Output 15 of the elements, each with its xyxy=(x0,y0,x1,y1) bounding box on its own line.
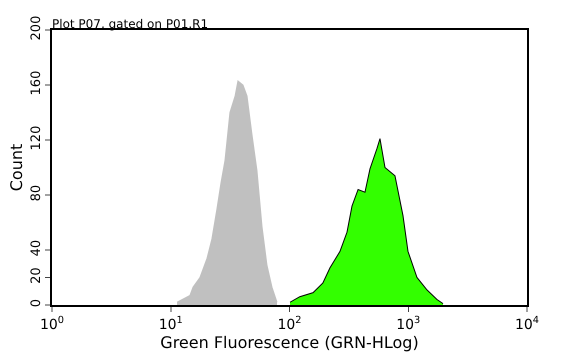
x-tick-label: 10$^{0}$ xyxy=(40,314,64,333)
x-tick-label: 10$^{1}$ xyxy=(158,314,183,333)
x-axis-title: Green Fluorescence (GRN-HLog) xyxy=(160,332,419,352)
y-tick-label: 160 xyxy=(28,70,44,96)
x-tick-label: 10$^{3}$ xyxy=(396,314,420,333)
y-tick-label: 120 xyxy=(28,126,44,150)
y-tick-label: 20 xyxy=(28,267,44,284)
y-tick-label: 200 xyxy=(28,16,44,40)
y-tick-label: 80 xyxy=(28,184,44,202)
y-tick-label: 40 xyxy=(28,240,44,256)
y-tick-label: 0 xyxy=(28,298,44,308)
x-tick-label: 10$^{4}$ xyxy=(514,314,540,333)
y-axis-title: Count xyxy=(7,144,26,192)
chart-title: Plot P07, gated on P01.R1 xyxy=(52,17,208,31)
x-tick-label: 10$^{2}$ xyxy=(277,314,302,333)
